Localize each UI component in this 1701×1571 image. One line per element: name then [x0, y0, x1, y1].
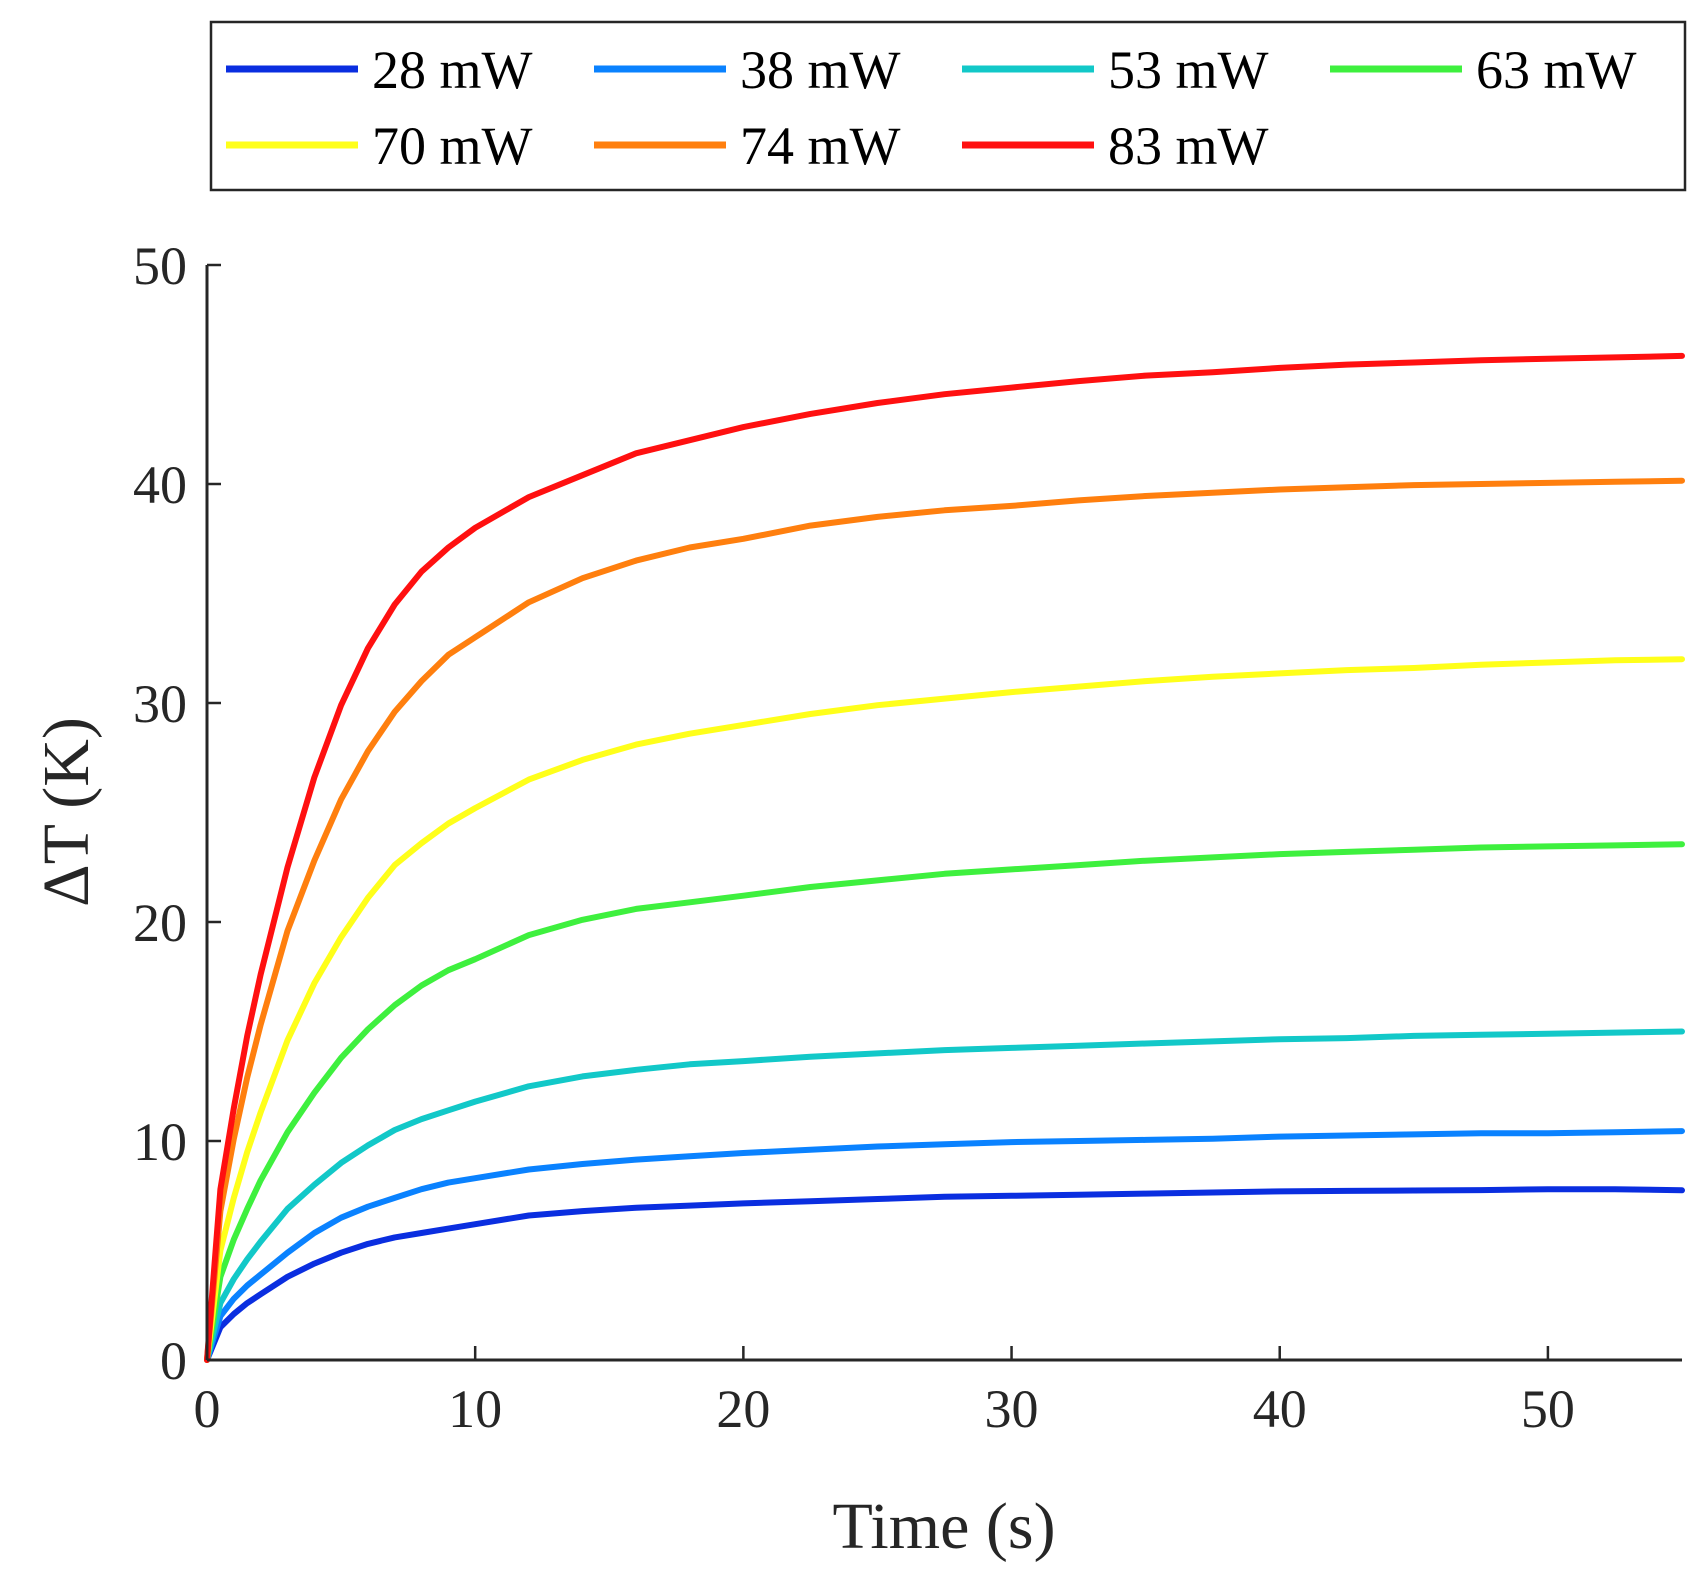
- plot-area: 0 10 20 30 40 50 0 10 20 30 40 50: [133, 236, 1685, 1439]
- series-line-38-mw: [204, 1128, 1685, 1363]
- series-group: [204, 352, 1685, 1363]
- legend-label: 38 mW: [740, 40, 901, 100]
- y-tick-label: 30: [133, 674, 187, 734]
- x-ticks: 0 10 20 30 40 50: [194, 1346, 1575, 1439]
- series-line-28-mw: [204, 1186, 1685, 1363]
- legend: 28 mW 38 mW 53 mW 63 mW 70 mW 74 mW 83 mW: [209, 20, 1687, 192]
- x-tick-label: 50: [1521, 1379, 1575, 1439]
- legend-label: 53 mW: [1108, 40, 1269, 100]
- x-axis-label: Time (s): [832, 1490, 1055, 1563]
- series-line-63-mw: [204, 841, 1685, 1363]
- legend-box: [209, 20, 1687, 192]
- legend-label: 28 mW: [372, 40, 533, 100]
- legend-label: 63 mW: [1476, 40, 1637, 100]
- series-line-74-mw: [204, 477, 1685, 1363]
- x-tick-label: 30: [985, 1379, 1039, 1439]
- y-axis-label: ΔT (K): [30, 717, 103, 907]
- y-tick-label: 20: [133, 893, 187, 953]
- y-tick-label: 0: [160, 1331, 187, 1391]
- series-line-70-mw: [204, 656, 1685, 1363]
- series-line-83-mw: [204, 352, 1685, 1363]
- legend-items: 28 mW 38 mW 53 mW 63 mW 70 mW 74 mW 83 mW: [226, 40, 1637, 176]
- legend-label: 74 mW: [740, 116, 901, 176]
- legend-label: 83 mW: [1108, 116, 1269, 176]
- x-tick-label: 0: [194, 1379, 221, 1439]
- y-tick-label: 10: [133, 1112, 187, 1172]
- x-tick-label: 20: [716, 1379, 770, 1439]
- x-tick-label: 40: [1253, 1379, 1307, 1439]
- x-tick-label: 10: [448, 1379, 502, 1439]
- legend-label: 70 mW: [372, 116, 533, 176]
- series-line-53-mw: [204, 1028, 1685, 1363]
- y-ticks: 0 10 20 30 40 50: [133, 236, 221, 1391]
- y-tick-label: 40: [133, 455, 187, 515]
- y-tick-label: 50: [133, 236, 187, 296]
